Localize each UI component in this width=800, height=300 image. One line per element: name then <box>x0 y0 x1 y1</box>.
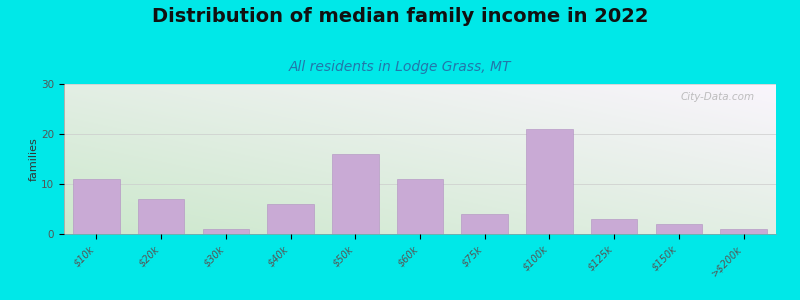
Y-axis label: families: families <box>28 137 38 181</box>
Bar <box>332 154 378 234</box>
Bar <box>267 204 314 234</box>
Bar <box>656 224 702 234</box>
Bar <box>397 179 443 234</box>
Text: Distribution of median family income in 2022: Distribution of median family income in … <box>152 8 648 26</box>
Bar <box>591 219 638 234</box>
Bar <box>720 229 767 234</box>
Bar <box>462 214 508 234</box>
Bar <box>526 129 573 234</box>
Text: City-Data.com: City-Data.com <box>681 92 754 101</box>
Text: All residents in Lodge Grass, MT: All residents in Lodge Grass, MT <box>289 60 511 74</box>
Bar <box>73 179 120 234</box>
Bar <box>202 229 249 234</box>
Bar <box>138 199 184 234</box>
